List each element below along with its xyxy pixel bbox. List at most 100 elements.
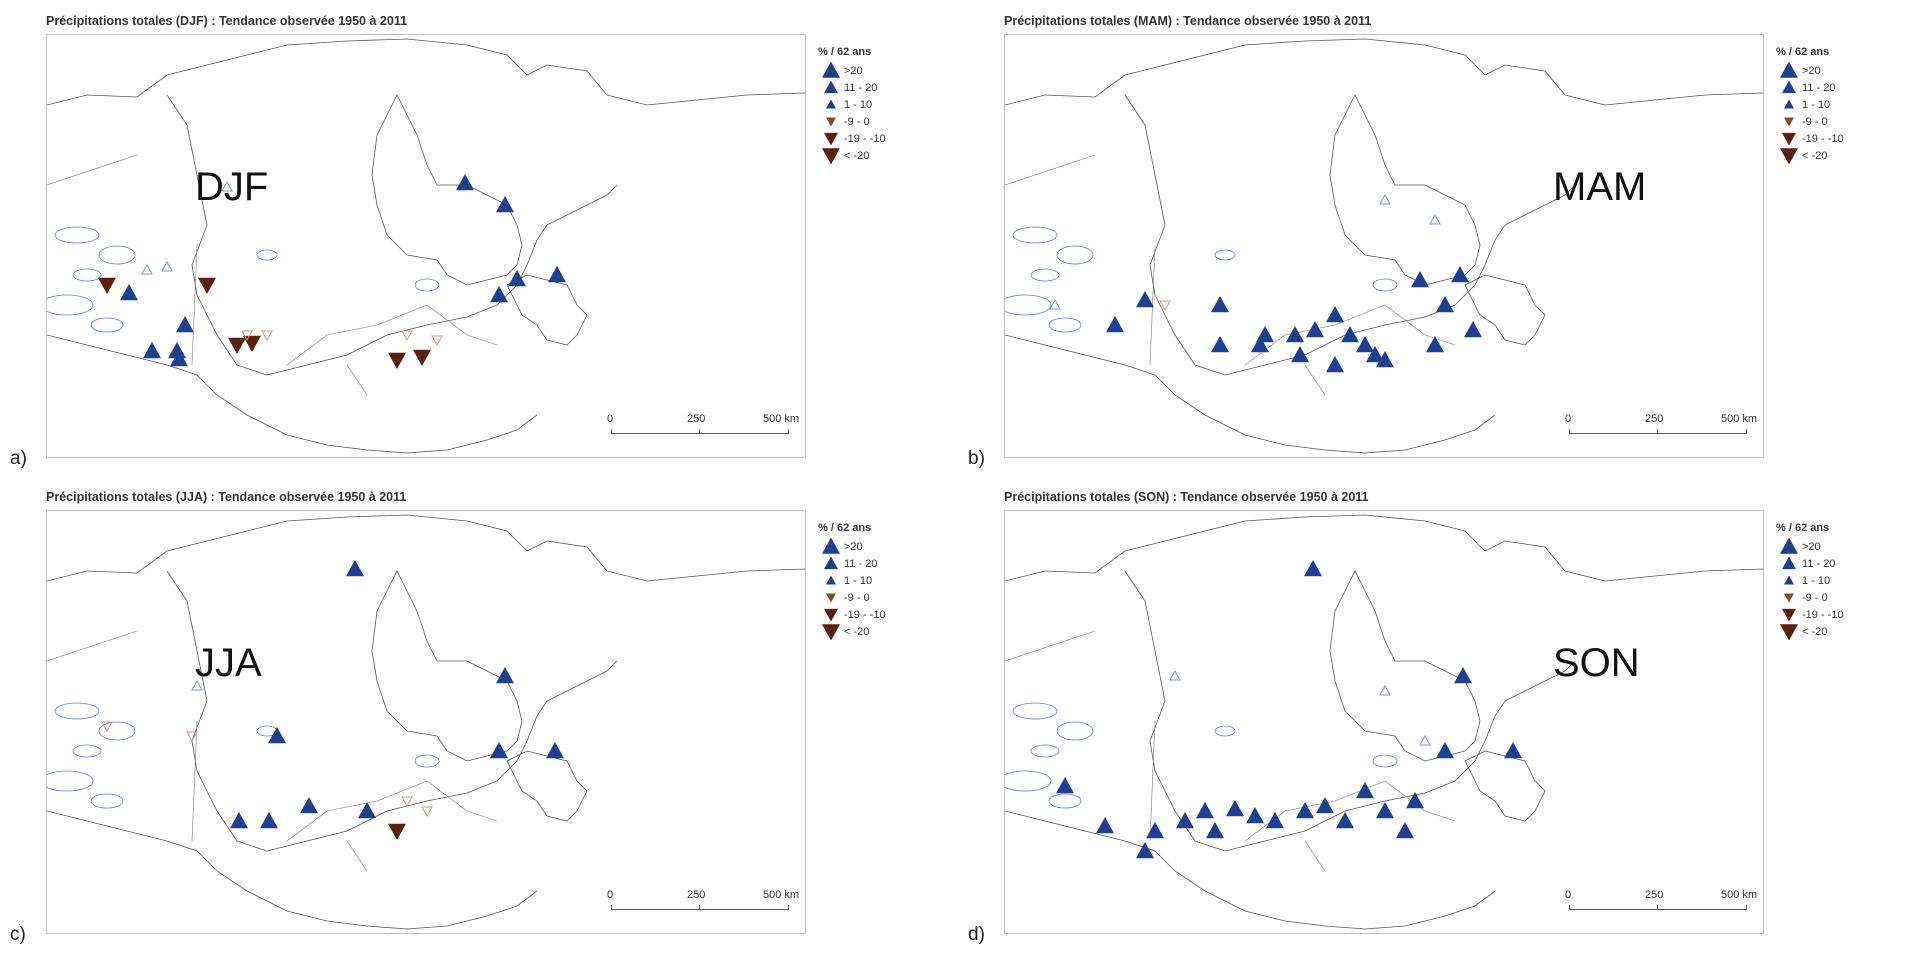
lake [256, 249, 278, 261]
border-lines [47, 154, 498, 396]
station-decrease-marker [388, 352, 406, 369]
station-increase-marker [230, 812, 248, 829]
station-increase-marker [1426, 336, 1444, 353]
station-increase-marker [1306, 321, 1324, 338]
scale-label-0: 0 [607, 413, 614, 425]
legend-item-label: < -20 [844, 625, 870, 638]
legend-item: -9 - 0 [818, 589, 948, 606]
legend-item-label: >20 [844, 64, 863, 77]
station-increase-marker [1396, 822, 1414, 839]
triangle-up-icon [818, 572, 844, 589]
triangle-down-icon [818, 606, 844, 623]
station-increase-marker [268, 727, 286, 744]
station-increase-marker [260, 812, 278, 829]
station-increase-marker [1211, 336, 1229, 353]
station-increase-marker [1336, 812, 1354, 829]
scale-label-0: 0 [607, 889, 614, 901]
map: MAM 0 250 500 km [1004, 34, 1764, 458]
legend-item: -9 - 0 [1776, 113, 1906, 130]
lake [1012, 702, 1058, 720]
station-increase-marker [1451, 266, 1469, 283]
legend-item: -9 - 0 [1776, 589, 1906, 606]
station-increase-marker [1376, 802, 1394, 819]
station-increase-marker [1136, 291, 1154, 308]
lake [1005, 294, 1052, 316]
scale-label-500: 500 km [763, 413, 800, 425]
legend-item: 11 - 20 [818, 79, 948, 96]
scale-line [1569, 433, 1747, 434]
station-decrease-marker [228, 337, 246, 354]
station-increase-marker [490, 742, 508, 759]
border-lines [47, 630, 498, 872]
station-increase-marker [1296, 802, 1314, 819]
legend-item-label: < -20 [844, 149, 870, 162]
scale-label-500: 500 km [1721, 889, 1758, 901]
scale-tick [1657, 429, 1658, 434]
lake [1372, 278, 1398, 292]
lake [1030, 744, 1060, 758]
lake [54, 226, 100, 244]
legend-item: -9 - 0 [818, 113, 948, 130]
lake [54, 702, 100, 720]
scale-tick [1569, 429, 1570, 434]
station-increase-marker [300, 797, 318, 814]
triangle-up-icon [1776, 96, 1802, 113]
station-decrease-marker [198, 277, 216, 294]
lake [1056, 721, 1094, 741]
legend-item: -19 - -10 [818, 130, 948, 147]
station-increase-marker [1211, 296, 1229, 313]
legend-item-label: 1 - 10 [1802, 574, 1831, 587]
station-increase-marker [1169, 669, 1181, 681]
station-increase-marker [1504, 742, 1522, 759]
triangle-down-icon [818, 130, 844, 147]
station-increase-marker [1106, 316, 1124, 333]
station-increase-marker [191, 679, 203, 691]
station-increase-marker [346, 560, 364, 577]
triangle-up-icon [1776, 79, 1802, 96]
station-increase-marker [1341, 326, 1359, 343]
panel-letter: c) [10, 924, 26, 945]
station-decrease-marker [1159, 300, 1171, 312]
station-increase-marker [1246, 807, 1264, 824]
scale-tick [1746, 905, 1747, 910]
scale-line [1569, 909, 1747, 910]
station-increase-marker [1291, 346, 1309, 363]
scale-tick [611, 905, 612, 910]
lake [98, 721, 136, 741]
legend-title: % / 62 ans [818, 46, 872, 58]
station-increase-marker [1366, 346, 1384, 363]
triangle-up-icon [818, 96, 844, 113]
lake [72, 744, 102, 758]
legend-item-label: 11 - 20 [844, 557, 878, 570]
station-increase-marker [508, 270, 526, 287]
panel-d: Précipitations totales (SON) : Tendance … [958, 476, 1916, 952]
station-decrease-marker [261, 330, 273, 342]
station-decrease-marker [401, 796, 413, 808]
legend: % / 62 ans >20 11 - 20 1 - 10 -9 - 0 -19 - -… [1776, 522, 1906, 640]
triangle-down-icon [1776, 606, 1802, 623]
lake [47, 770, 94, 792]
panel-title: Précipitations totales (DJF) : Tendance … [46, 14, 408, 28]
lake [98, 245, 136, 265]
lake [72, 268, 102, 282]
legend-item: >20 [818, 538, 948, 555]
scale-bar: 0 250 500 km [1563, 889, 1763, 933]
lake [90, 317, 124, 333]
triangle-down-icon [818, 147, 844, 164]
triangle-down-icon [1776, 113, 1802, 130]
station-increase-marker [176, 316, 194, 333]
season-label: JJA [195, 641, 262, 685]
border-lines [1005, 630, 1456, 872]
station-increase-marker [1379, 684, 1391, 696]
lake [414, 278, 440, 292]
legend-item: >20 [1776, 538, 1906, 555]
station-increase-marker [496, 196, 514, 213]
triangle-down-icon [818, 589, 844, 606]
station-increase-marker [1436, 742, 1454, 759]
lake [90, 793, 124, 809]
legend-items: >20 11 - 20 1 - 10 -9 - 0 -19 - -10 < -20 [1776, 538, 1906, 640]
scale-label-500: 500 km [763, 889, 800, 901]
station-increase-marker [1411, 271, 1429, 288]
scale-label-0: 0 [1565, 413, 1572, 425]
station-increase-marker [1226, 800, 1244, 817]
